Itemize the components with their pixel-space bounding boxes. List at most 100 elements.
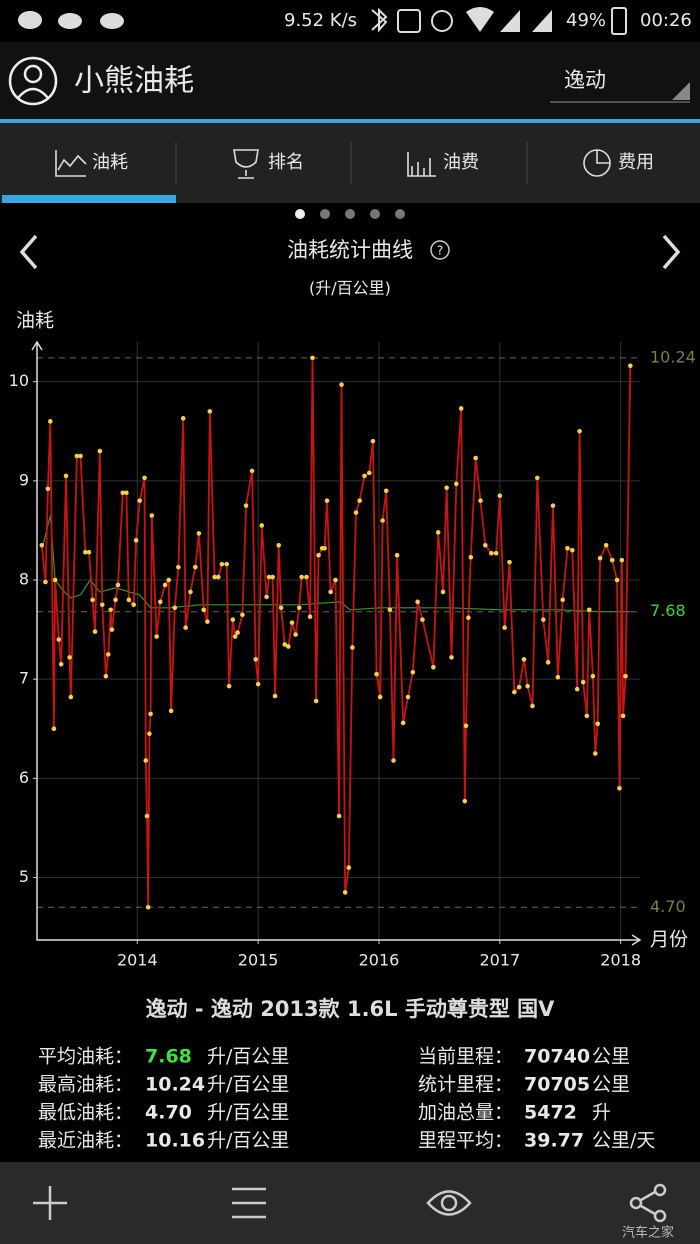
- data-point: [391, 758, 396, 763]
- data-point: [176, 564, 181, 570]
- app-title: 小熊油耗: [74, 64, 194, 99]
- data-point: [92, 629, 98, 634]
- data-point: [623, 673, 628, 679]
- data-point: [353, 510, 359, 515]
- profile-button[interactable]: [8, 56, 58, 106]
- data-point: [444, 485, 449, 491]
- x-tick-label: 2014: [117, 951, 158, 970]
- stat-value: 5472: [524, 1102, 577, 1124]
- data-point: [296, 605, 302, 611]
- car-dropdown[interactable]: 逸动: [550, 68, 690, 103]
- tab[interactable]: 排名: [268, 152, 304, 173]
- data-point: [336, 813, 342, 819]
- chart-title: 油耗统计曲线: [287, 238, 413, 262]
- bottom-bar: [0, 1162, 700, 1244]
- data-point: [466, 615, 471, 620]
- data-point: [592, 751, 598, 756]
- data-point: [255, 681, 261, 687]
- data-point: [180, 416, 186, 421]
- data-point: [362, 473, 367, 479]
- data-point: [103, 673, 109, 679]
- data-point: [458, 406, 464, 411]
- data-point: [293, 632, 298, 637]
- data-point: [90, 597, 95, 603]
- axis-arrow: [31, 340, 642, 946]
- data-point: [342, 890, 348, 895]
- data-point: [39, 543, 45, 548]
- data-point: [124, 490, 129, 496]
- view-button[interactable]: [426, 1190, 472, 1216]
- data-point: [497, 493, 503, 499]
- data-point: [149, 513, 155, 518]
- data-point: [577, 428, 582, 434]
- data-point: [289, 620, 295, 625]
- data-point: [126, 597, 132, 603]
- stat-value: 10.16: [145, 1130, 205, 1152]
- data-point: [243, 503, 249, 508]
- data-point: [299, 574, 304, 580]
- data-point: [420, 617, 425, 622]
- reference-label: 10.24: [650, 347, 696, 366]
- data-point: [346, 865, 352, 870]
- app-header: [0, 42, 700, 119]
- data-point: [47, 419, 53, 424]
- tab[interactable]: 费用: [618, 152, 654, 173]
- chart-subtitle: (升/百公里): [309, 279, 391, 298]
- data-point: [183, 625, 188, 630]
- data-point: [328, 589, 333, 595]
- data-point: [462, 798, 468, 804]
- data-point: [370, 438, 376, 444]
- stat-label: 最近油耗：: [38, 1130, 133, 1152]
- share-button[interactable]: [629, 1183, 667, 1223]
- data-point: [431, 664, 436, 670]
- data-point: [387, 607, 393, 613]
- data-point: [584, 713, 590, 719]
- data-point: [410, 669, 416, 675]
- add-button[interactable]: [33, 1186, 67, 1220]
- stat-label: 统计里程：: [418, 1074, 513, 1096]
- data-point: [489, 550, 494, 556]
- data-point: [86, 549, 92, 555]
- data-point: [454, 481, 459, 487]
- data-point: [120, 490, 126, 496]
- data-point: [435, 530, 441, 535]
- y-tick-label: 6: [19, 768, 29, 787]
- stat-label: 平均油耗：: [38, 1046, 133, 1068]
- data-point: [45, 486, 51, 492]
- prev-button[interactable]: [19, 234, 38, 270]
- next-button[interactable]: [662, 234, 681, 270]
- stat-value: 39.77: [524, 1130, 584, 1152]
- tab[interactable]: 油耗: [92, 152, 128, 173]
- tab-icons: [55, 149, 611, 179]
- y-tick-label: 8: [19, 570, 29, 589]
- y-tick-label: 9: [19, 470, 29, 489]
- data-point: [56, 637, 62, 642]
- data-point: [144, 813, 150, 819]
- data-point: [253, 657, 259, 662]
- data-point: [43, 579, 48, 585]
- data-point: [113, 597, 118, 603]
- data-point: [205, 619, 210, 624]
- data-point: [232, 634, 238, 639]
- data-point: [52, 577, 58, 583]
- data-point: [143, 758, 149, 763]
- data-point: [313, 698, 319, 704]
- data-point: [367, 470, 372, 476]
- data-point: [374, 671, 379, 677]
- data-point: [264, 594, 269, 600]
- help-icon[interactable]: ?: [430, 240, 450, 260]
- data-point: [468, 554, 474, 560]
- data-point: [196, 531, 202, 536]
- data-point: [99, 602, 105, 608]
- data-point: [534, 475, 540, 481]
- data-point: [512, 689, 517, 695]
- data-point: [502, 625, 507, 630]
- tab[interactable]: 油费: [443, 152, 479, 173]
- data-point: [333, 577, 338, 583]
- y-tick-label: 5: [19, 867, 29, 886]
- svg-text:?: ?: [437, 244, 443, 258]
- data-point: [278, 605, 284, 611]
- menu-button[interactable]: [232, 1187, 266, 1219]
- data-point: [380, 518, 385, 523]
- data-point: [603, 543, 609, 548]
